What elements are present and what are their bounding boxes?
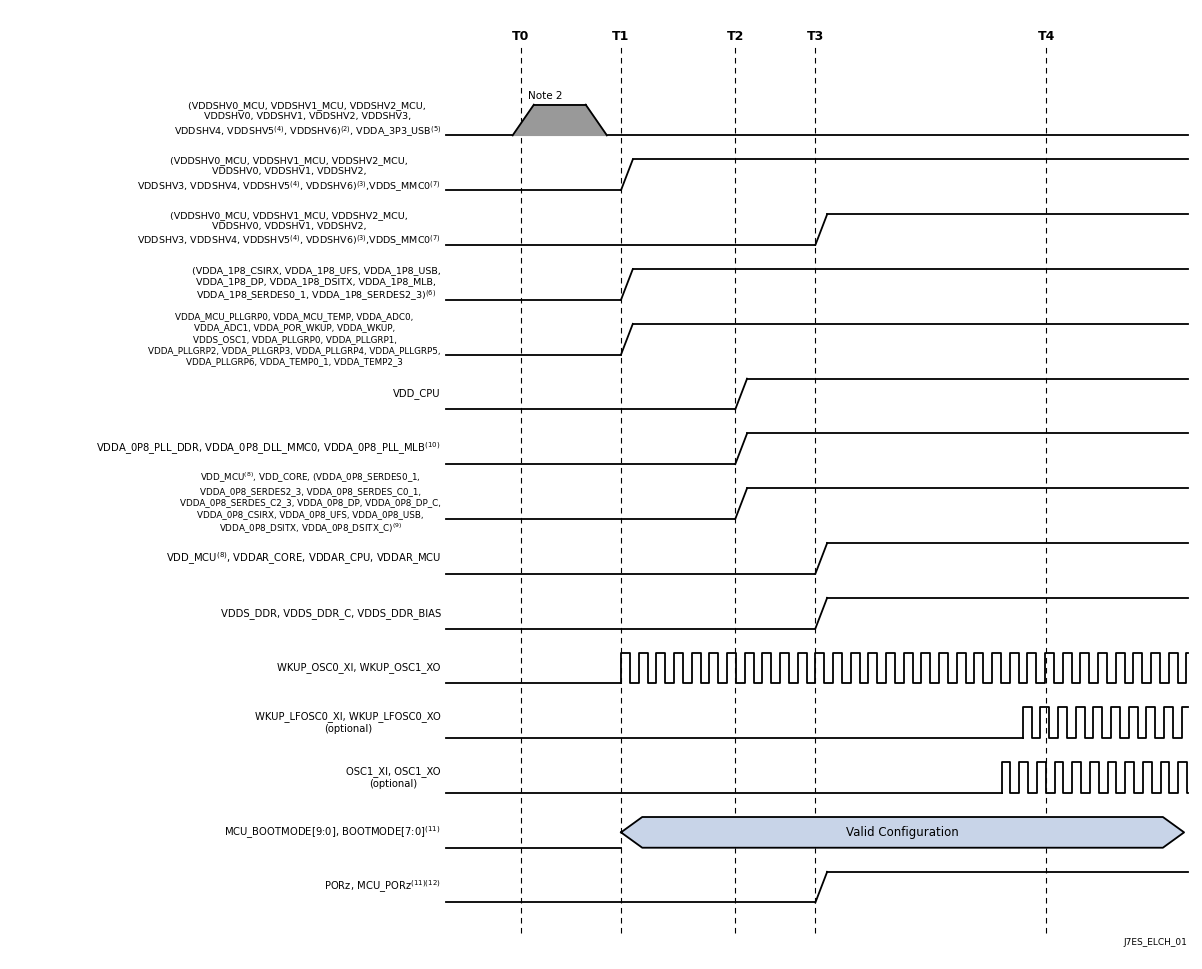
Text: VDDS_DDR, VDDS_DDR_C, VDDS_DDR_BIAS: VDDS_DDR, VDDS_DDR_C, VDDS_DDR_BIAS: [220, 608, 441, 618]
Text: VDD_CPU: VDD_CPU: [393, 389, 441, 399]
Text: VDD_MCU$^{(8)}$, VDD_CORE, (VDDA_0P8_SERDES0_1,
VDDA_0P8_SERDES2_3, VDDA_0P8_SER: VDD_MCU$^{(8)}$, VDD_CORE, (VDDA_0P8_SER…: [180, 471, 441, 536]
Polygon shape: [621, 817, 1184, 848]
Text: MCU_BOOTMODE[9:0], BOOTMODE[7:0]$^{(11)}$: MCU_BOOTMODE[9:0], BOOTMODE[7:0]$^{(11)}…: [225, 824, 441, 841]
Text: WKUP_LFOSC0_XI, WKUP_LFOSC0_XO
(optional): WKUP_LFOSC0_XI, WKUP_LFOSC0_XO (optional…: [255, 711, 441, 735]
Text: PORz, MCU_PORz$^{(11)(12)}$: PORz, MCU_PORz$^{(11)(12)}$: [325, 879, 441, 895]
Text: WKUP_OSC0_XI, WKUP_OSC1_XO: WKUP_OSC0_XI, WKUP_OSC1_XO: [278, 663, 441, 673]
Text: J7ES_ELCH_01: J7ES_ELCH_01: [1124, 938, 1188, 947]
Text: Valid Configuration: Valid Configuration: [846, 826, 959, 839]
Text: T1: T1: [612, 30, 630, 43]
Text: (VDDSHV0_MCU, VDDSHV1_MCU, VDDSHV2_MCU,
VDDSHV0, VDDSHV1, VDDSHV2,
VDDSHV3, VDDS: (VDDSHV0_MCU, VDDSHV1_MCU, VDDSHV2_MCU, …: [137, 156, 441, 194]
Text: OSC1_XI, OSC1_XO
(optional): OSC1_XI, OSC1_XO (optional): [346, 766, 441, 789]
Text: VDDA_0P8_PLL_DDR, VDDA_0P8_DLL_MMC0, VDDA_0P8_PLL_MLB$^{(10)}$: VDDA_0P8_PLL_DDR, VDDA_0P8_DLL_MMC0, VDD…: [96, 441, 441, 457]
Text: (VDDA_1P8_CSIRX, VDDA_1P8_UFS, VDDA_1P8_USB,
VDDA_1P8_DP, VDDA_1P8_DSITX, VDDA_1: (VDDA_1P8_CSIRX, VDDA_1P8_UFS, VDDA_1P8_…: [192, 266, 441, 303]
Text: T0: T0: [512, 30, 530, 43]
Text: VDDA_MCU_PLLGRP0, VDDA_MCU_TEMP, VDDA_ADC0,
VDDA_ADC1, VDDA_POR_WKUP, VDDA_WKUP,: VDDA_MCU_PLLGRP0, VDDA_MCU_TEMP, VDDA_AD…: [148, 313, 441, 366]
Text: (VDDSHV0_MCU, VDDSHV1_MCU, VDDSHV2_MCU,
VDDSHV0, VDDSHV1, VDDSHV2,
VDDSHV3, VDDS: (VDDSHV0_MCU, VDDSHV1_MCU, VDDSHV2_MCU, …: [137, 211, 441, 248]
Text: T4: T4: [1037, 30, 1055, 43]
Text: (VDDSHV0_MCU, VDDSHV1_MCU, VDDSHV2_MCU,
VDDSHV0, VDDSHV1, VDDSHV2, VDDSHV3,
VDDS: (VDDSHV0_MCU, VDDSHV1_MCU, VDDSHV2_MCU, …: [173, 101, 441, 139]
Text: T3: T3: [807, 30, 825, 43]
Text: VDD_MCU$^{(8)}$, VDDAR_CORE, VDDAR_CPU, VDDAR_MCU: VDD_MCU$^{(8)}$, VDDAR_CORE, VDDAR_CPU, …: [166, 550, 441, 567]
Text: Note 2: Note 2: [528, 91, 563, 102]
Text: T2: T2: [726, 30, 744, 43]
Polygon shape: [513, 105, 607, 136]
